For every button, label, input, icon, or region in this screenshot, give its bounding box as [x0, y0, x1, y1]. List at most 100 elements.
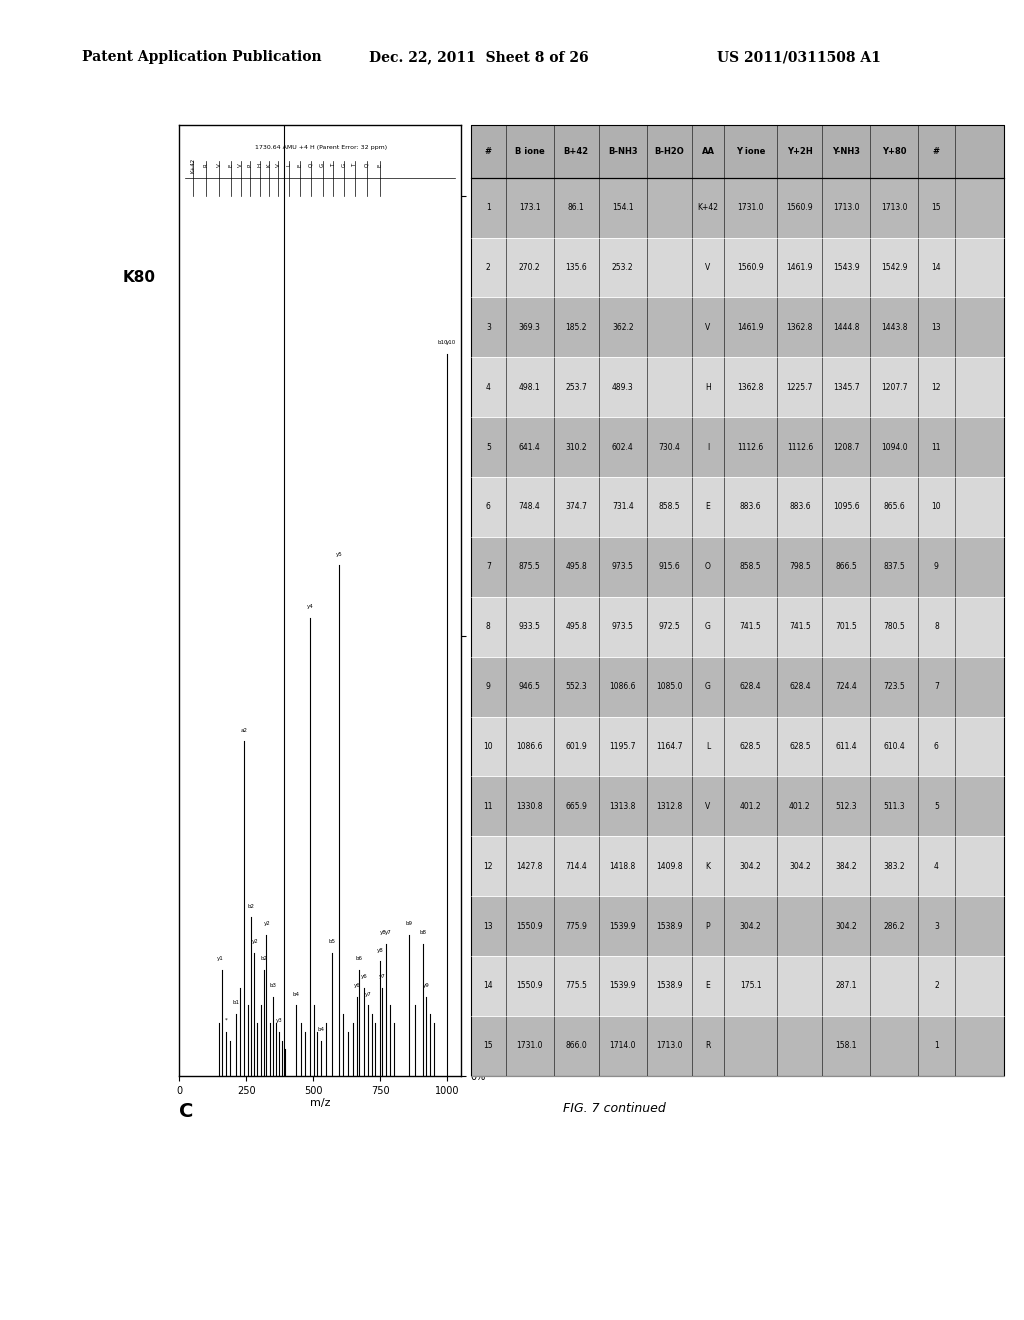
Text: 13: 13 — [932, 323, 941, 331]
Bar — [471, 297, 1004, 358]
Text: 1330.8: 1330.8 — [516, 801, 543, 810]
Text: 2: 2 — [486, 263, 490, 272]
Text: V: V — [239, 164, 244, 166]
Text: 628.4: 628.4 — [739, 682, 762, 692]
Text: 498.1: 498.1 — [519, 383, 541, 392]
Text: 6: 6 — [486, 503, 490, 511]
Text: y3: y3 — [275, 1018, 283, 1023]
Text: 730.4: 730.4 — [658, 442, 680, 451]
Text: 866.5: 866.5 — [836, 562, 857, 572]
Text: #: # — [933, 147, 940, 156]
Text: K+42: K+42 — [190, 157, 196, 173]
Text: 973.5: 973.5 — [612, 622, 634, 631]
Text: 1112.6: 1112.6 — [737, 442, 764, 451]
Text: E: E — [297, 164, 302, 166]
Text: 972.5: 972.5 — [658, 622, 680, 631]
Text: 401.2: 401.2 — [790, 801, 811, 810]
Text: 270.2: 270.2 — [519, 263, 541, 272]
Text: 837.5: 837.5 — [884, 562, 905, 572]
Text: b10: b10 — [437, 341, 447, 346]
Text: 741.5: 741.5 — [739, 622, 762, 631]
Text: 384.2: 384.2 — [836, 862, 857, 871]
Bar — [471, 837, 1004, 896]
Text: b8: b8 — [419, 931, 426, 935]
Text: 858.5: 858.5 — [658, 503, 680, 511]
Text: 883.6: 883.6 — [790, 503, 811, 511]
Text: y1: y1 — [217, 957, 223, 961]
Text: y6: y6 — [360, 974, 368, 979]
Text: 304.2: 304.2 — [788, 862, 811, 871]
Bar — [471, 656, 1004, 717]
Text: 185.2: 185.2 — [565, 323, 587, 331]
Text: 1550.9: 1550.9 — [516, 921, 543, 931]
Text: 1731.0: 1731.0 — [516, 1041, 543, 1051]
Text: 310.2: 310.2 — [565, 442, 587, 451]
Text: y2: y2 — [252, 939, 258, 944]
Text: 865.6: 865.6 — [884, 503, 905, 511]
Text: 602.4: 602.4 — [612, 442, 634, 451]
Text: Q: Q — [365, 162, 370, 168]
Text: b2: b2 — [260, 957, 267, 961]
Text: 1195.7: 1195.7 — [609, 742, 636, 751]
Text: 1538.9: 1538.9 — [656, 921, 683, 931]
Bar — [471, 956, 1004, 1016]
Bar — [471, 717, 1004, 776]
Text: R: R — [706, 1041, 711, 1051]
Text: V: V — [706, 263, 711, 272]
Text: K80: K80 — [123, 269, 156, 285]
Text: B+42: B+42 — [563, 147, 589, 156]
Text: 1: 1 — [486, 203, 490, 213]
Text: y5: y5 — [336, 552, 342, 557]
Text: K: K — [266, 164, 271, 166]
Text: 1418.8: 1418.8 — [609, 862, 636, 871]
Text: 1560.9: 1560.9 — [737, 263, 764, 272]
Text: 1714.0: 1714.0 — [609, 1041, 636, 1051]
Text: 775.5: 775.5 — [565, 982, 587, 990]
Text: y10: y10 — [445, 341, 456, 346]
Text: 946.5: 946.5 — [519, 682, 541, 692]
Text: 1461.9: 1461.9 — [737, 323, 764, 331]
Text: 7: 7 — [486, 562, 490, 572]
Text: Y-NH3: Y-NH3 — [833, 147, 860, 156]
Text: 2: 2 — [934, 982, 939, 990]
Text: 883.6: 883.6 — [739, 503, 762, 511]
Bar — [471, 125, 1004, 178]
Text: 154.1: 154.1 — [612, 203, 634, 213]
Text: 1086.6: 1086.6 — [609, 682, 636, 692]
Text: y9: y9 — [423, 983, 429, 987]
Text: 10: 10 — [483, 742, 494, 751]
Text: 1427.8: 1427.8 — [516, 862, 543, 871]
Text: 1542.9: 1542.9 — [881, 263, 907, 272]
Text: H: H — [257, 162, 262, 168]
Text: R: R — [204, 164, 209, 166]
Text: 15: 15 — [483, 1041, 494, 1051]
Text: 973.5: 973.5 — [612, 562, 634, 572]
Text: 933.5: 933.5 — [519, 622, 541, 631]
Text: V: V — [275, 164, 281, 166]
Text: P: P — [248, 164, 253, 166]
Text: 741.5: 741.5 — [788, 622, 811, 631]
Text: 9: 9 — [934, 562, 939, 572]
Text: K+42: K+42 — [697, 203, 719, 213]
Text: 4: 4 — [486, 383, 490, 392]
Text: 1362.8: 1362.8 — [786, 323, 813, 331]
Text: b5: b5 — [329, 939, 336, 944]
Text: Q: Q — [308, 162, 313, 168]
Text: AA: AA — [701, 147, 715, 156]
Text: b3: b3 — [269, 983, 276, 987]
Text: 665.9: 665.9 — [565, 801, 587, 810]
Bar — [471, 537, 1004, 597]
Bar — [471, 358, 1004, 417]
Text: 1713.0: 1713.0 — [834, 203, 860, 213]
Bar — [471, 896, 1004, 956]
Text: 1086.6: 1086.6 — [516, 742, 543, 751]
Text: T: T — [352, 164, 357, 166]
Text: 304.2: 304.2 — [739, 921, 762, 931]
Text: 5: 5 — [486, 442, 490, 451]
Text: 1208.7: 1208.7 — [834, 442, 859, 451]
Text: 3: 3 — [486, 323, 490, 331]
Text: 7: 7 — [934, 682, 939, 692]
Text: 628.4: 628.4 — [790, 682, 811, 692]
Text: 1362.8: 1362.8 — [737, 383, 764, 392]
Text: 401.2: 401.2 — [739, 801, 762, 810]
